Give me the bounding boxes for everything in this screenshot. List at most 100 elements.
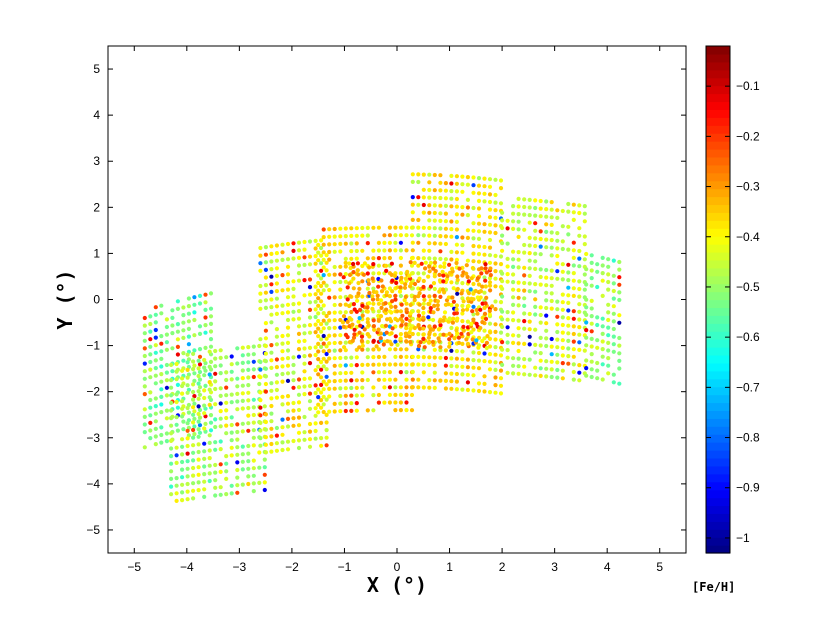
data-point [180,391,185,396]
data-point [218,447,223,452]
data-point [438,203,443,208]
data-point [291,370,296,375]
data-point [549,306,554,311]
data-point [202,464,207,469]
data-point [280,288,285,293]
data-point [398,362,403,367]
data-point [153,343,158,348]
data-point [432,324,437,329]
data-point [428,306,433,311]
data-point [343,332,349,337]
data-point [469,330,474,335]
data-point [600,316,605,321]
data-point [416,263,421,268]
data-point [307,330,313,335]
data-point [332,249,337,254]
data-point [338,310,343,315]
data-point [617,259,622,265]
data-point [421,195,426,200]
data-point [263,260,268,265]
data-point [175,382,180,387]
data-point [229,354,234,359]
data-point [422,345,427,350]
data-point [533,304,538,309]
data-point [432,226,437,231]
data-point [197,369,203,375]
data-point [376,347,381,352]
data-point [510,226,516,231]
data-point [571,324,576,329]
data-point [606,279,611,285]
data-point [319,367,324,372]
data-point [302,346,307,351]
data-point [258,299,263,304]
data-point [164,340,169,345]
data-point [493,223,498,228]
data-point [549,222,554,227]
data-point [365,271,370,276]
x-tick-label: 3 [551,560,558,574]
data-point [218,386,223,391]
data-point [153,396,158,401]
data-point [263,252,268,257]
data-point [595,284,600,290]
data-point [577,256,582,261]
data-point [296,324,302,329]
data-point [269,449,274,454]
colorbar-segment [706,339,730,348]
data-point [527,205,532,210]
data-point [316,303,321,308]
data-point [376,318,381,323]
data-point [246,345,251,350]
data-point [417,291,422,296]
colorbar-segment [706,204,730,213]
data-point [316,349,321,354]
data-point [549,359,554,364]
data-point [516,227,521,232]
colorbar-tick-label: −0.2 [736,129,760,143]
data-point [185,390,190,395]
data-point [421,385,426,390]
data-point [274,448,279,453]
data-point [274,395,279,400]
data-point [416,385,421,390]
data-point [510,249,516,254]
data-point [488,273,493,278]
data-point [595,368,600,373]
data-point [447,316,452,321]
colorbar-segment [706,69,730,79]
data-point [197,385,203,390]
data-point [229,415,234,420]
data-point [327,341,332,346]
data-point [527,311,532,317]
data-point [175,306,180,311]
data-point [169,385,174,390]
data-point [349,385,354,391]
data-point [432,378,437,383]
data-point [522,212,527,217]
data-point [454,349,459,354]
data-point [181,427,186,432]
data-point [421,271,426,276]
data-point [438,173,443,178]
data-point [327,379,332,384]
data-point [460,357,465,362]
data-point [538,229,543,234]
data-point [180,414,185,419]
data-point [427,187,432,193]
data-point [258,306,263,311]
data-point [432,347,437,352]
data-point [454,204,459,209]
data-point [487,312,492,317]
data-point [407,330,412,335]
data-point [207,372,212,377]
colorbar-segment [706,537,730,546]
data-point [319,291,324,296]
data-point [246,451,251,456]
data-point [175,428,180,433]
data-point [357,345,362,350]
data-point [197,324,203,329]
data-point [418,326,423,331]
data-point [421,210,426,215]
data-point [375,293,380,298]
